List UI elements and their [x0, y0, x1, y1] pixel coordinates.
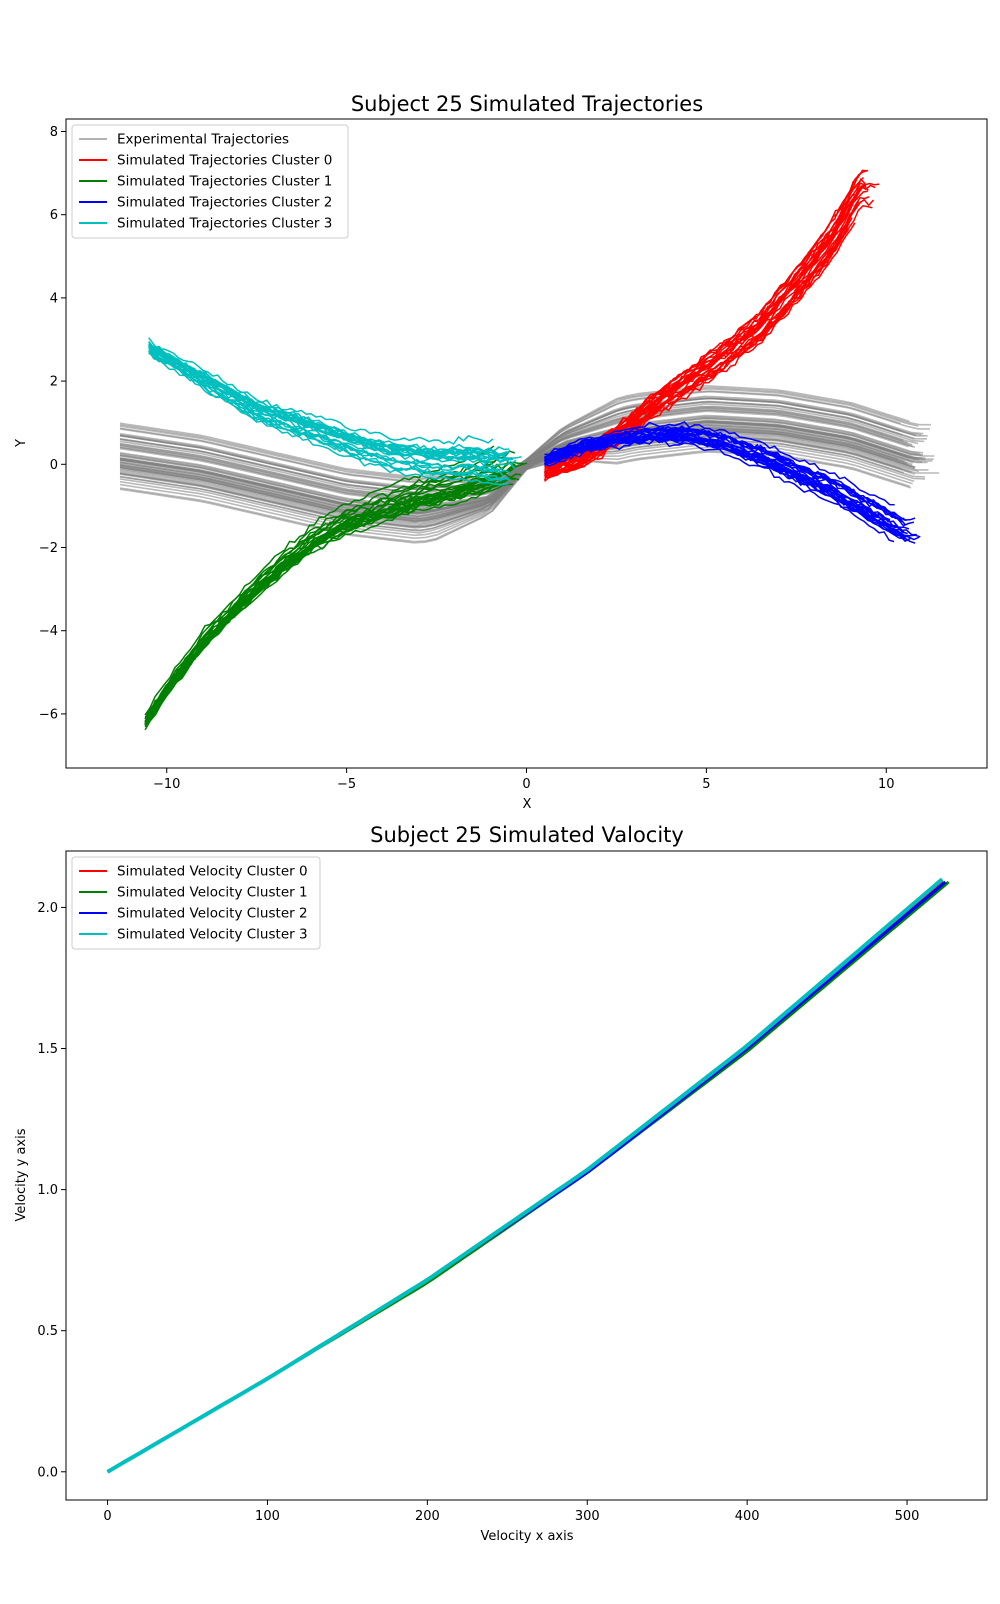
legend-box — [71, 856, 321, 950]
series-3 — [543, 421, 921, 544]
trajectory-line — [544, 426, 907, 526]
trajectories-panel: Subject 25 Simulated Trajectories X Y −1… — [14, 92, 988, 812]
trajectory-line — [119, 400, 903, 494]
legend-label: Simulated Velocity Cluster 0 — [117, 864, 308, 880]
y-tick-label: 2.0 — [37, 901, 58, 916]
trajectory-line — [119, 426, 899, 520]
y-tick-label: 8 — [50, 125, 58, 140]
trajectory-line — [148, 346, 517, 465]
x-tick-label: −10 — [153, 777, 180, 792]
y-tick-label: 0 — [50, 458, 58, 473]
trajectory-line — [544, 421, 895, 506]
x-tick-label: 200 — [415, 1509, 440, 1524]
y-tick-label: 1.5 — [37, 1042, 58, 1057]
chart-title: Subject 25 Simulated Valocity — [370, 823, 684, 847]
legend-label: Experimental Trajectories — [117, 132, 289, 148]
y-tick-label: −6 — [39, 707, 58, 722]
y-tick-label: −2 — [39, 541, 58, 556]
x-tick-label: 5 — [702, 777, 710, 792]
y-tick-label: 0.0 — [37, 1465, 58, 1480]
x-axis-label: Velocity x axis — [481, 1529, 574, 1544]
y-tick-label: 0.5 — [37, 1324, 58, 1339]
axes-frame — [65, 850, 988, 1501]
y-axis-label: Velocity y axis — [14, 1128, 29, 1221]
x-tick-label: 0 — [522, 777, 530, 792]
legend-label: Simulated Trajectories Cluster 0 — [117, 153, 332, 169]
trajectory-line — [148, 337, 494, 445]
trajectory-line — [144, 450, 516, 720]
x-tick-label: −5 — [337, 777, 356, 792]
trajectory-line — [119, 421, 926, 515]
x-tick-label: 10 — [878, 777, 895, 792]
trajectory-line — [148, 352, 510, 482]
x-tick-label: 0 — [103, 1509, 111, 1524]
trajectory-line — [144, 477, 505, 726]
legend-label: Simulated Velocity Cluster 3 — [117, 927, 308, 943]
series-3 — [106, 877, 944, 1474]
y-tick-label: 4 — [50, 291, 58, 306]
x-tick-label: 500 — [895, 1509, 920, 1524]
trajectory-line — [544, 222, 856, 482]
trajectory-line — [544, 433, 908, 535]
y-tick-label: −4 — [39, 624, 58, 639]
legend-label: Simulated Trajectories Cluster 2 — [117, 195, 332, 211]
trajectory-line — [119, 407, 909, 500]
x-tick-label: 300 — [575, 1509, 600, 1524]
legend-label: Simulated Trajectories Cluster 1 — [117, 174, 332, 190]
legend: Simulated Velocity Cluster 0 Simulated Ve… — [71, 856, 321, 950]
x-axis-label: X — [523, 797, 532, 812]
trajectory-line — [544, 437, 916, 544]
trajectory-line — [144, 483, 494, 722]
legend-box — [71, 124, 349, 239]
legend: Experimental Trajectories Simulated Traje… — [71, 124, 349, 239]
trajectory-line — [144, 478, 495, 724]
x-tick-label: 100 — [255, 1509, 280, 1524]
y-tick-label: 1.0 — [37, 1183, 58, 1198]
trajectory-line — [544, 201, 862, 478]
trajectory-line — [148, 341, 500, 453]
legend-label: Simulated Velocity Cluster 1 — [117, 885, 308, 901]
x-tick-label: 400 — [735, 1509, 760, 1524]
trajectory-line — [543, 204, 873, 481]
y-tick-label: 6 — [50, 208, 58, 223]
trajectory-line — [119, 386, 931, 484]
trajectory-line — [148, 347, 516, 470]
trajectory-line — [119, 434, 940, 528]
chart-title: Subject 25 Simulated Trajectories — [351, 92, 703, 116]
legend-label: Simulated Velocity Cluster 2 — [117, 906, 308, 922]
velocity-panel: Subject 25 Simulated Valocity Velocity x… — [14, 823, 988, 1544]
plot-area — [106, 877, 950, 1474]
trajectory-line — [148, 350, 509, 486]
trajectory-line — [148, 343, 510, 457]
plot-area — [119, 169, 940, 731]
series-0 — [119, 384, 940, 544]
trajectory-line — [144, 462, 514, 723]
velocity-line — [106, 877, 944, 1474]
legend-label: Simulated Trajectories Cluster 3 — [117, 216, 332, 232]
y-axis-label: Y — [14, 439, 29, 448]
y-tick-label: 2 — [50, 375, 58, 390]
series-4 — [148, 337, 522, 486]
trajectory-line — [144, 445, 495, 716]
